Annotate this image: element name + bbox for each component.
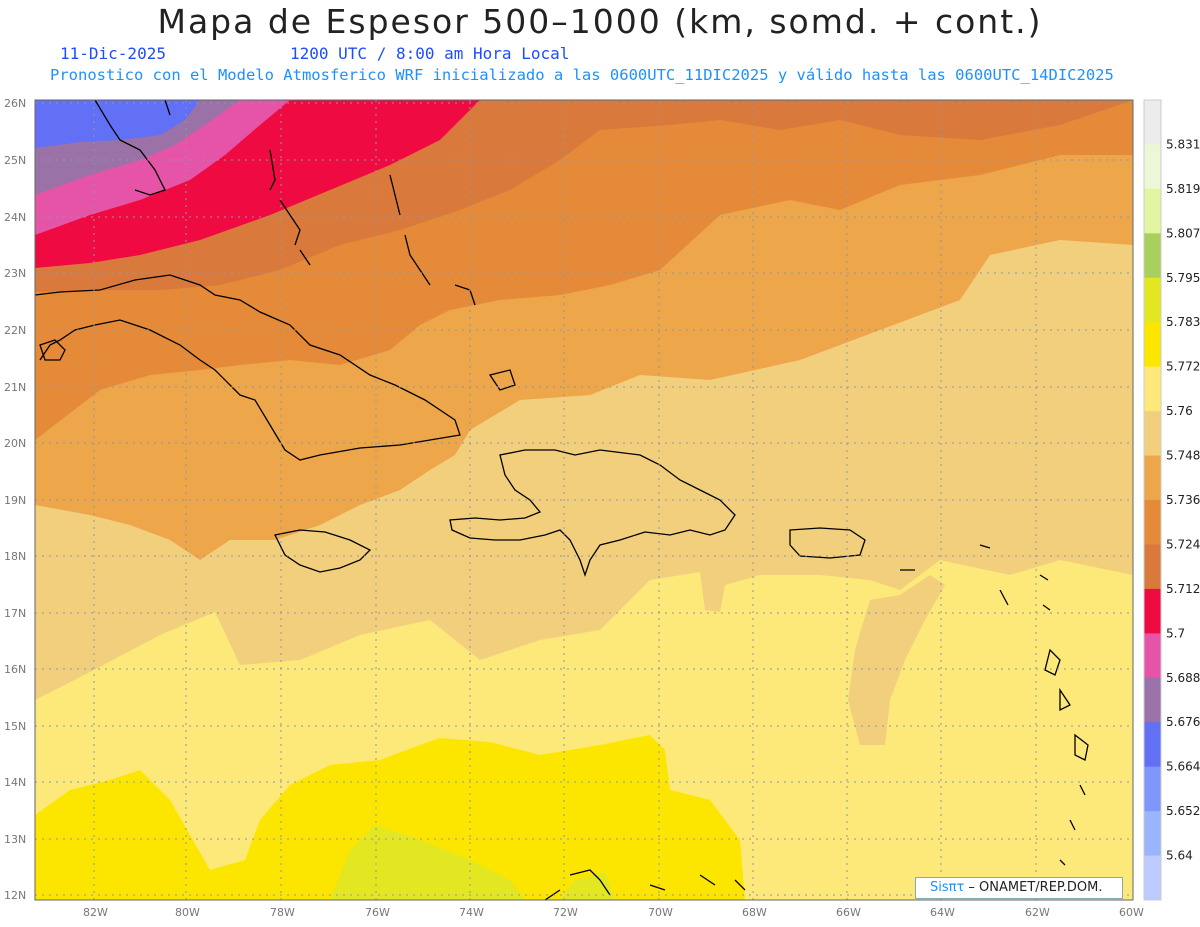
lat-label: 16N (4, 663, 26, 676)
colorbar-label: 5.807 (1166, 226, 1200, 240)
lon-label: 82W (83, 906, 108, 919)
colorbar-label: 5.64 (1166, 849, 1193, 863)
lat-label: 20N (4, 437, 26, 450)
colorbar-label: 5.772 (1166, 360, 1200, 374)
forecast-date: 11-Dic-2025 (60, 44, 166, 63)
colorbar-label: 5.664 (1166, 760, 1200, 774)
lat-label: 25N (4, 154, 26, 167)
colorbar-label: 5.819 (1166, 182, 1200, 196)
coastlines (35, 100, 1089, 900)
latitude-labels: 26N 25N 24N 23N 22N 21N 20N 19N 18N 17N … (4, 97, 26, 902)
forecast-time: 1200 UTC / 8:00 am Hora Local (290, 44, 570, 63)
colorbar-swatch (1144, 722, 1161, 768)
colorbar-swatch (1144, 588, 1161, 634)
lon-label: 66W (836, 906, 861, 919)
band-5783-patch (560, 872, 615, 900)
band-5664 (35, 100, 200, 148)
coast-bahamas (269, 149, 516, 391)
coast-lesser-antilles (544, 544, 1089, 900)
colorbar-swatch (1144, 188, 1161, 234)
band-5772 (35, 735, 745, 900)
lat-label: 23N (4, 267, 26, 280)
colorbar-label: 5.712 (1166, 582, 1200, 596)
lon-label: 62W (1025, 906, 1050, 919)
colorbar: 5.831 5.819 5.807 5.795 5.783 5.772 5.76 5.748 5… (1143, 99, 1200, 901)
colorbar-swatch (1144, 411, 1161, 457)
lon-label: 64W (930, 906, 955, 919)
colorbar-label: 5.736 (1166, 493, 1200, 507)
lat-label: 14N (4, 776, 26, 789)
colorbar-label: 5.676 (1166, 715, 1200, 729)
colorbar-swatch (1144, 677, 1161, 723)
coast-isla-juventud (39, 339, 66, 361)
colorbar-swatch (1144, 544, 1161, 590)
band-5783 (330, 825, 525, 900)
band-5748-tongue (848, 575, 945, 745)
colorbar-swatch (1144, 100, 1161, 145)
colorbar-swatch (1144, 277, 1161, 323)
colorbar-swatch (1144, 233, 1161, 279)
colorbar-swatch (1144, 811, 1161, 857)
lat-label: 19N (4, 494, 26, 507)
credit-text: – ONAMET/REP.DOM. (964, 880, 1103, 895)
lat-label: 26N (4, 97, 26, 110)
lon-label: 70W (648, 906, 673, 919)
colorbar-label: 5.748 (1166, 449, 1200, 463)
coast-hispaniola (449, 449, 736, 578)
lon-label: 60W (1119, 906, 1144, 919)
colorbar-label: 5.831 (1166, 137, 1200, 151)
credit-box: Sisπτ – ONAMET/REP.DOM. (915, 877, 1123, 899)
lon-label: 78W (270, 906, 295, 919)
colorbar-label: 5.724 (1166, 537, 1200, 551)
colorbar-label: 5.76 (1166, 404, 1193, 418)
colorbar-swatch (1144, 766, 1161, 812)
graticule (35, 100, 1133, 900)
filled-contours (35, 100, 1133, 900)
colorbar-swatch (1144, 322, 1161, 368)
colorbar-swatch (1144, 855, 1161, 901)
credit-brand: Sisπτ (930, 880, 965, 895)
lon-label: 74W (459, 906, 484, 919)
lat-label: 17N (4, 607, 26, 620)
lat-label: 24N (4, 211, 26, 224)
lon-label: 76W (365, 906, 390, 919)
lon-label: 72W (553, 906, 578, 919)
lat-label: 22N (4, 324, 26, 337)
lon-label: 80W (175, 906, 200, 919)
colorbar-swatch (1144, 455, 1161, 501)
coast-jamaica (274, 529, 372, 573)
colorbar-label: 5.795 (1166, 271, 1200, 285)
coast-cuba (35, 274, 461, 461)
colorbar-label: 5.7 (1166, 626, 1185, 640)
colorbar-swatch (1144, 500, 1161, 545)
map-title: Mapa de Espesor 500–1000 (km, somd. + co… (157, 2, 1043, 41)
longitude-labels: 82W 80W 78W 76W 74W 72W 70W 68W 66W 64W … (83, 906, 1144, 919)
map-frame (34, 99, 1134, 901)
lat-label: 18N (4, 550, 26, 563)
colorbar-label: 5.652 (1166, 804, 1200, 818)
colorbar-swatch (1144, 366, 1161, 412)
colorbar-frame (1143, 99, 1162, 901)
lat-label: 15N (4, 720, 26, 733)
lat-label: 21N (4, 381, 26, 394)
lon-label: 68W (742, 906, 767, 919)
colorbar-swatch (1144, 144, 1161, 190)
colorbar-label: 5.688 (1166, 671, 1200, 685)
lat-label: 12N (4, 889, 26, 902)
colorbar-swatch (1144, 633, 1161, 679)
colorbar-label: 5.783 (1166, 315, 1200, 329)
lat-label: 13N (4, 833, 26, 846)
model-info: Pronostico con el Modelo Atmosferico WRF… (50, 66, 1114, 84)
coast-puerto-rico (789, 527, 866, 559)
